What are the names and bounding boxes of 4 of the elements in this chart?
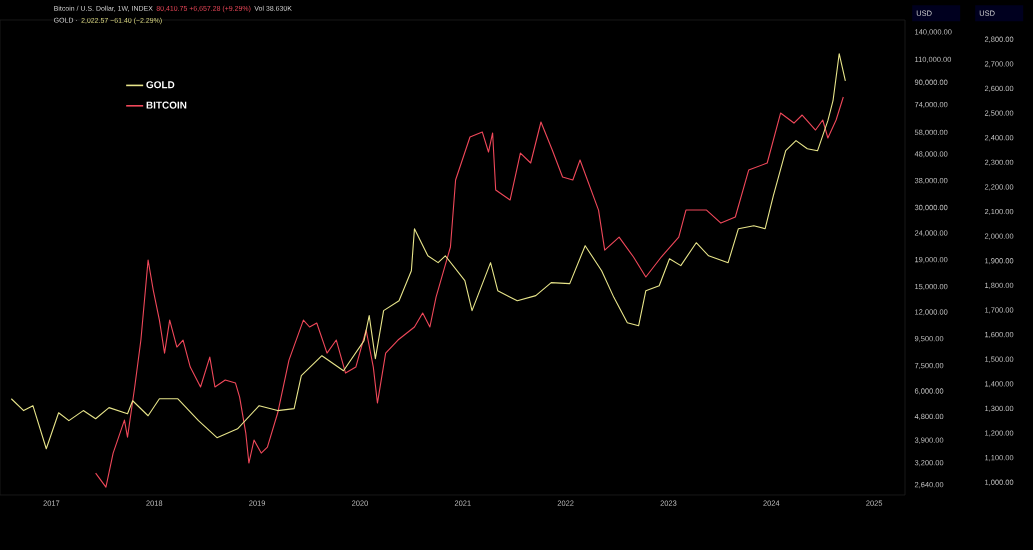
legend-label: BITCOIN xyxy=(146,101,187,109)
legend-label: GOLD xyxy=(146,81,175,89)
line-series xyxy=(10,53,846,450)
line-series xyxy=(95,96,844,488)
